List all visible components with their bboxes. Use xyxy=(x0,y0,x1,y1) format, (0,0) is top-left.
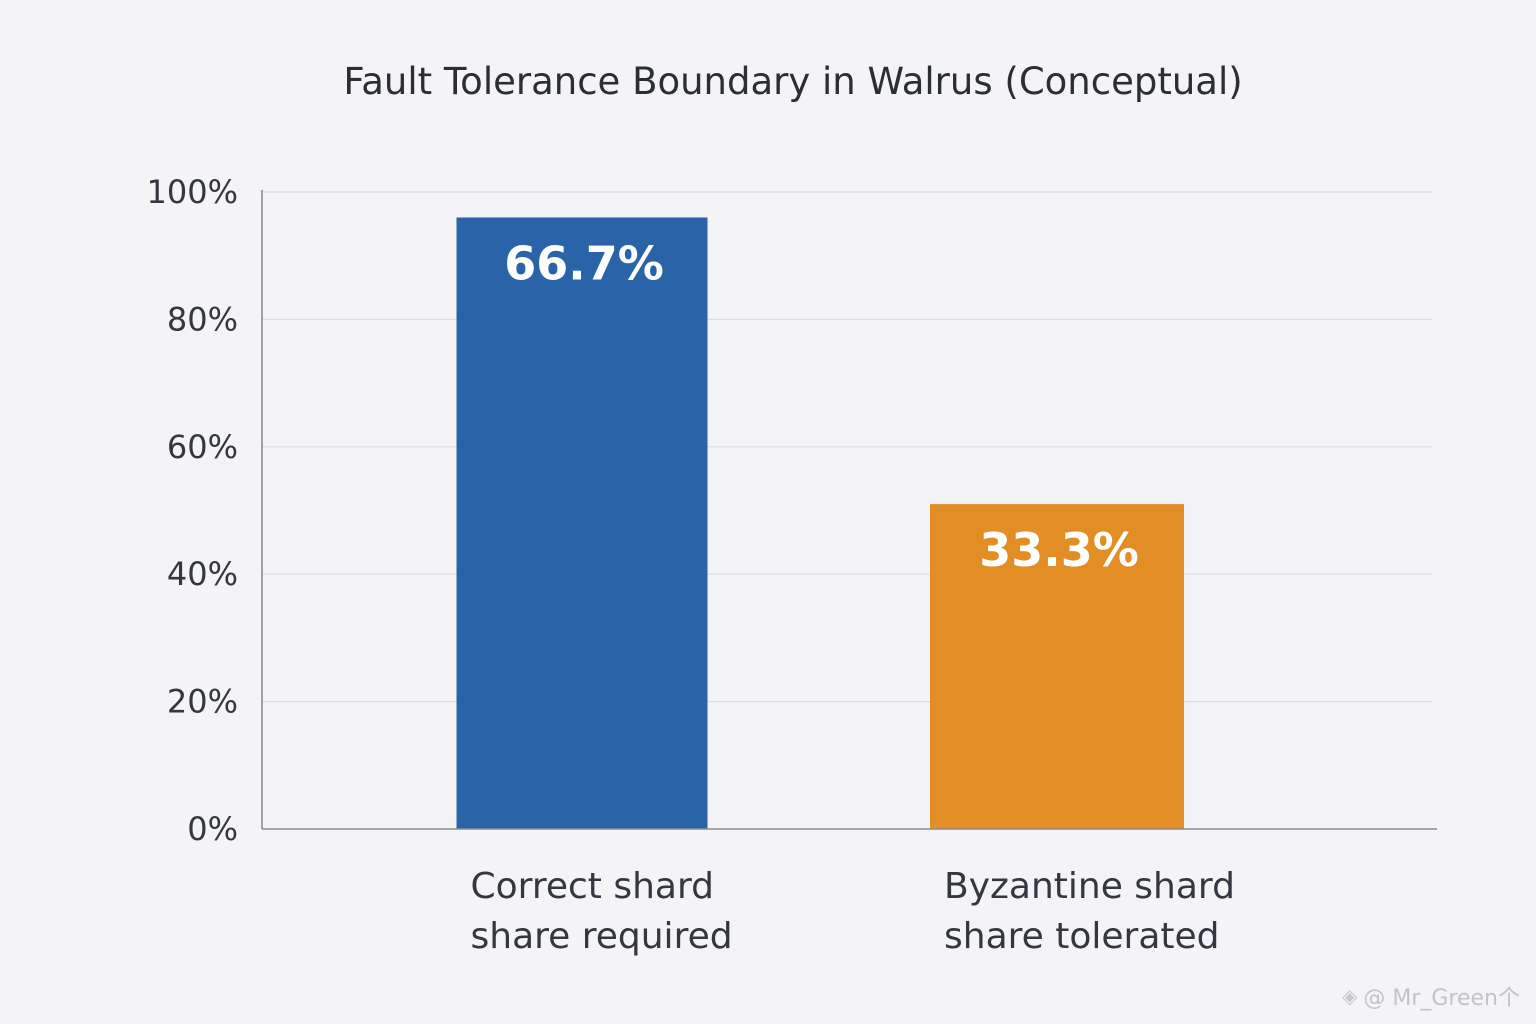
chart-title: Fault Tolerance Boundary in Walrus (Conc… xyxy=(343,60,1242,103)
y-tick-label: 100% xyxy=(147,173,238,211)
bar-data-label: 66.7% xyxy=(504,236,664,290)
diamond-logo-icon: ◈ xyxy=(1341,984,1358,1008)
y-tick-label: 40% xyxy=(167,555,238,593)
gridlines xyxy=(262,191,1432,703)
x-category-label: Correct shard xyxy=(471,866,715,907)
x-axis-categories: Correct shard share required Byzantine sha… xyxy=(471,866,1235,957)
bar-2 xyxy=(930,504,1184,829)
bar-data-label: 33.3% xyxy=(979,523,1139,577)
x-category-label: share required xyxy=(471,916,733,957)
x-category-label: share tolerated xyxy=(944,916,1220,957)
y-tick-label: 60% xyxy=(167,428,238,466)
bar-1 xyxy=(456,217,708,830)
y-tick-label: 80% xyxy=(167,300,238,338)
bars: 66.7% 33.3% xyxy=(456,217,1184,830)
x-category-label: Byzantine shard xyxy=(944,866,1235,907)
y-tick-label: 20% xyxy=(167,683,238,721)
y-tick-label: 0% xyxy=(187,810,238,848)
watermark-text: @ Mr_Green个 xyxy=(1363,986,1520,1011)
watermark: ◈ @ Mr_Green个 xyxy=(1342,980,1520,1012)
y-axis-ticks: 0% 20% 40% 60% 80% 100% xyxy=(147,173,238,848)
